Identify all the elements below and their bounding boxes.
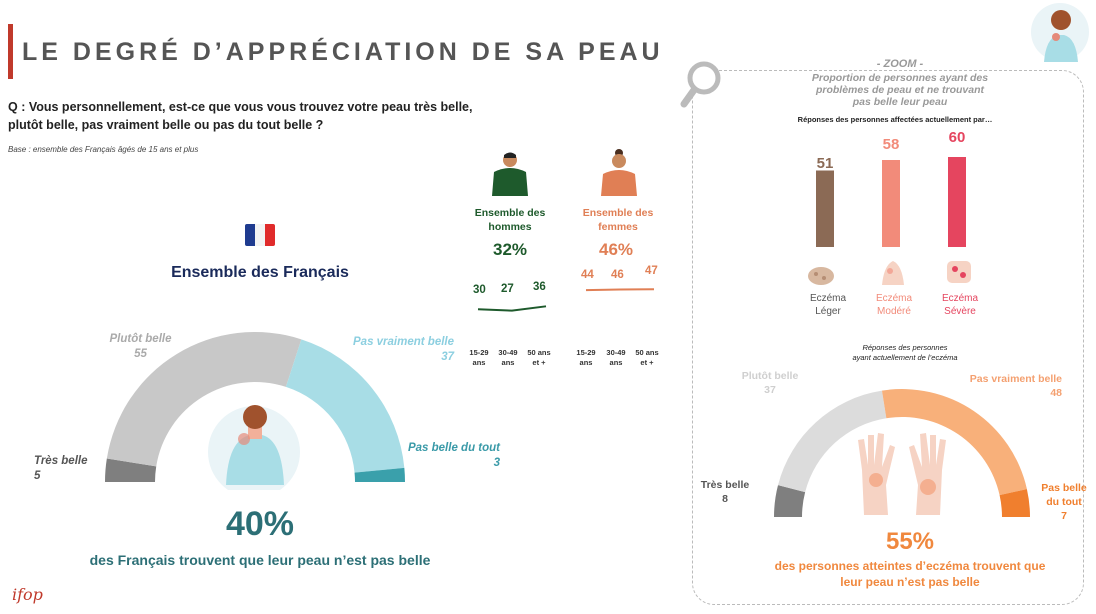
donut2-segment-3 [881,389,1027,496]
skin-moderate-icon [882,261,904,285]
men-line [477,305,547,312]
women-value-1: 44 [581,269,594,281]
question-line-2: plutôt belle, pas vraiment belle ou pas … [8,118,324,132]
donut2-segment-4 [999,489,1030,517]
women-total: 46% [598,240,634,259]
bar-value-3: 60 [948,129,966,146]
bar-value-1: 51 [816,155,834,172]
magnifier-icon [680,61,721,108]
men-age-1: 15-29 ans [469,348,489,367]
skin-severe-icon [947,261,971,283]
zoom-panel [692,70,1084,605]
men-age-2: 30-49 ans [498,348,518,367]
d1-label-pastout: Pas belle du tout 3 [407,442,500,469]
women-line [585,288,655,292]
donut1-segment-2 [106,332,302,467]
bar-label-1: Eczéma Léger [809,293,847,317]
bar-value-2: 58 [882,136,900,153]
headline-value-2: 55% [885,528,935,555]
france-flag-icon [245,224,275,246]
eczema-bar-chart [816,157,966,247]
women-age-3: 50 ans et + [635,348,659,367]
donut1-segment-4 [354,467,405,482]
headline-text-2: des personnes atteintes d’eczéma trouven… [774,559,1046,589]
man-icon [492,152,528,196]
donut1-segment-1 [105,458,157,482]
men-age-3: 50 ans et + [527,348,551,367]
women-label: Ensemble des femmes [582,207,654,233]
d2-label-pasvrai: Pas vraiment belle 48 [969,373,1062,399]
men-value-2: 27 [501,283,514,295]
eczema-bar-1 [816,170,834,247]
ifop-logo: ifop [12,585,43,604]
page-title: LE DEGRÉ D’APPRÉCIATION DE SA PEAU [22,38,664,66]
donut-chart-2 [774,389,1030,517]
men-value-3: 36 [533,281,546,293]
d1-label-plutot: Plutôt belle 55 [109,333,172,360]
eczema-bar-2 [882,160,900,247]
zoom-note: Réponses des personnes affectées actuell… [797,115,993,124]
hands-eczema-illustration [858,433,946,515]
woman-neck-icon [1031,3,1089,62]
women-value-2: 46 [611,269,624,281]
women-age-1: 15-29 ans [576,348,596,367]
men-total: 32% [492,240,528,259]
bar-label-2: Eczéma Modéré [875,293,913,317]
woman-back-illustration [208,405,300,490]
headline-value-1: 40% [225,505,295,543]
woman-icon [601,149,637,196]
d2-label-pastout: Pas belle du tout 7 [1041,482,1087,522]
d2-label-tres: Très belle 8 [700,479,750,505]
question-text: Q : Vous personnellement, est-ce que vou… [8,98,478,134]
donut2-segment-2 [778,390,887,493]
d1-label-tres: Très belle 5 [34,455,88,482]
d1-label-pasvrai: Pas vraiment belle 37 [353,336,454,363]
question-line-1: Q : Vous personnellement, est-ce que vou… [8,100,473,114]
donut-chart-1 [105,332,405,490]
title-accent-bar [8,24,13,79]
zoom-title: - ZOOM - [800,58,1000,70]
men-label: Ensemble des hommes [474,207,546,233]
bar-label-3: Eczéma Sévère [941,293,979,317]
zoom-subtitle: Proportion de personnes ayant des problèm… [811,72,989,108]
d2-label-plutot: Plutôt belle 37 [741,370,799,396]
men-value-1: 30 [473,284,486,296]
base-note: Base : ensemble des Français âgés de 15 … [8,145,199,154]
women-value-3: 47 [645,265,658,277]
chart-1-title: Ensemble des Français [171,264,349,281]
donut2-segment-1 [774,485,806,517]
skin-mild-icon [808,267,834,285]
headline-text-1: des Français trouvent que leur peau n’es… [89,552,431,568]
donut1-segment-3 [285,339,405,473]
donut-2-title: Réponses des personnes ayant actuellement… [852,343,958,362]
eczema-bar-3 [948,157,966,247]
women-age-2: 30-49 ans [606,348,626,367]
